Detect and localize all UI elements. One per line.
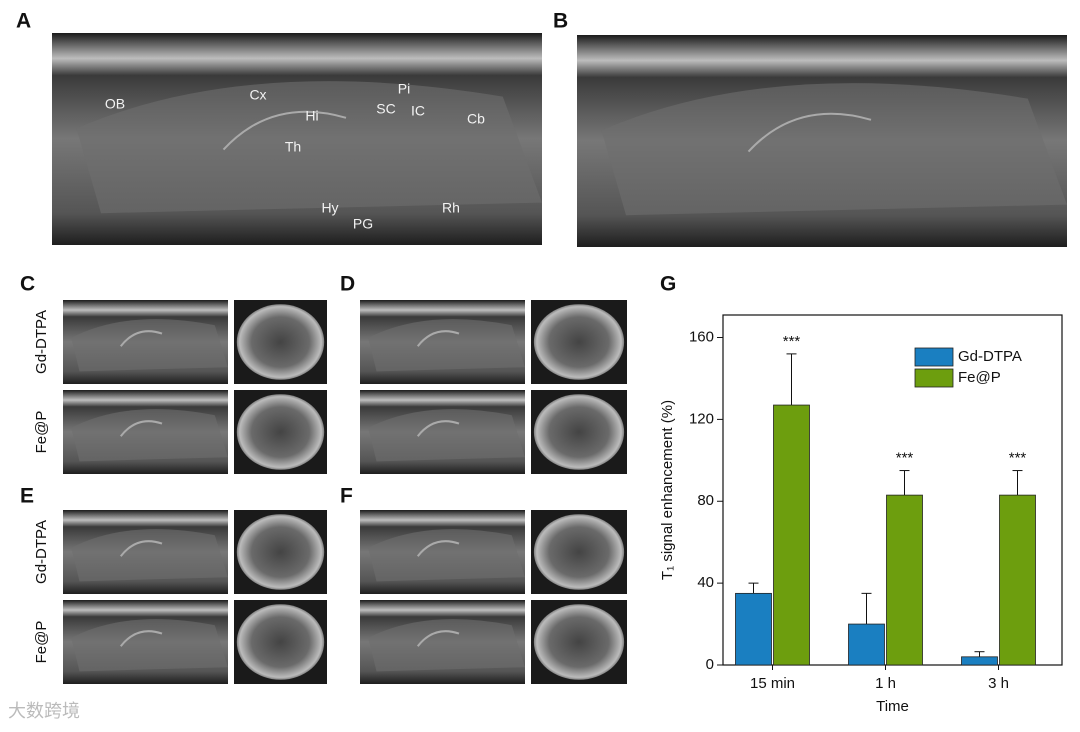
region-label: Hi <box>305 108 318 124</box>
brain-structure <box>119 540 163 557</box>
watermark: 大数跨境 <box>8 701 80 722</box>
panel-label: G <box>660 273 676 296</box>
significance-label: *** <box>896 450 914 467</box>
y-tick-label: 120 <box>689 410 714 427</box>
panel-label: D <box>340 273 355 296</box>
row-label: Gd-DTPA <box>33 520 50 584</box>
legend-label: Fe@P <box>958 369 1001 386</box>
brain-structure <box>747 112 872 153</box>
region-label: Rh <box>442 200 460 216</box>
brain-structure <box>416 630 460 647</box>
row-label: Fe@P <box>33 411 50 454</box>
panel-label: C <box>20 273 35 296</box>
brain-outline <box>71 529 228 582</box>
row-label: Gd-DTPA <box>33 310 50 374</box>
panel-label: A <box>16 10 31 33</box>
legend-swatch <box>914 368 954 388</box>
brain-axial <box>236 604 325 680</box>
y-tick-label: 80 <box>697 492 714 509</box>
row-label: Fe@P <box>33 621 50 664</box>
panel-label: F <box>340 485 353 508</box>
region-label: Pi <box>398 81 410 97</box>
brain-outline <box>368 529 525 582</box>
bar <box>999 494 1036 666</box>
brain-axial <box>236 514 325 590</box>
bar <box>886 494 923 666</box>
brain-structure <box>119 330 163 347</box>
bar <box>961 656 998 666</box>
x-tick-label: 1 h <box>875 675 896 692</box>
brain-structure <box>119 420 163 437</box>
legend-label: Gd-DTPA <box>958 348 1022 365</box>
brain-structure <box>416 420 460 437</box>
region-label: Th <box>285 139 301 155</box>
y-axis-label: T₁ signal enhancement (%) <box>659 400 676 580</box>
brain-outline <box>76 81 542 214</box>
brain-axial <box>533 394 625 470</box>
brain-outline <box>368 319 525 372</box>
brain-outline <box>368 619 525 672</box>
brain-outline <box>601 83 1067 216</box>
x-tick-label: 3 h <box>988 675 1009 692</box>
y-tick-label: 0 <box>706 656 714 673</box>
significance-label: *** <box>783 333 801 350</box>
bar <box>735 592 772 666</box>
brain-outline <box>71 619 228 672</box>
bar <box>848 623 885 666</box>
region-label: PG <box>353 216 373 232</box>
brain-structure <box>416 540 460 557</box>
legend-swatch <box>914 347 954 367</box>
y-tick-label: 160 <box>689 328 714 345</box>
region-label: Hy <box>321 200 338 216</box>
y-tick-label: 40 <box>697 574 714 591</box>
brain-outline <box>71 409 228 462</box>
panel-label: E <box>20 485 34 508</box>
mri-images <box>52 33 1067 684</box>
brain-axial <box>533 604 625 680</box>
brain-outline <box>368 409 525 462</box>
panel-label: B <box>553 10 568 33</box>
x-axis-label: Time <box>876 698 909 715</box>
region-label: Cx <box>249 87 266 103</box>
significance-label: *** <box>1009 450 1027 467</box>
brain-axial <box>236 394 325 470</box>
brain-axial <box>533 304 625 380</box>
brain-structure <box>416 330 460 347</box>
brain-axial <box>236 304 325 380</box>
region-label: IC <box>411 103 425 119</box>
region-label: OB <box>105 96 125 112</box>
brain-axial <box>533 514 625 590</box>
x-tick-label: 15 min <box>750 675 795 692</box>
brain-structure <box>119 630 163 647</box>
bar <box>773 404 810 666</box>
region-label: SC <box>376 101 395 117</box>
brain-outline <box>71 319 228 372</box>
region-label: Cb <box>467 111 485 127</box>
brain-structure <box>222 110 347 151</box>
